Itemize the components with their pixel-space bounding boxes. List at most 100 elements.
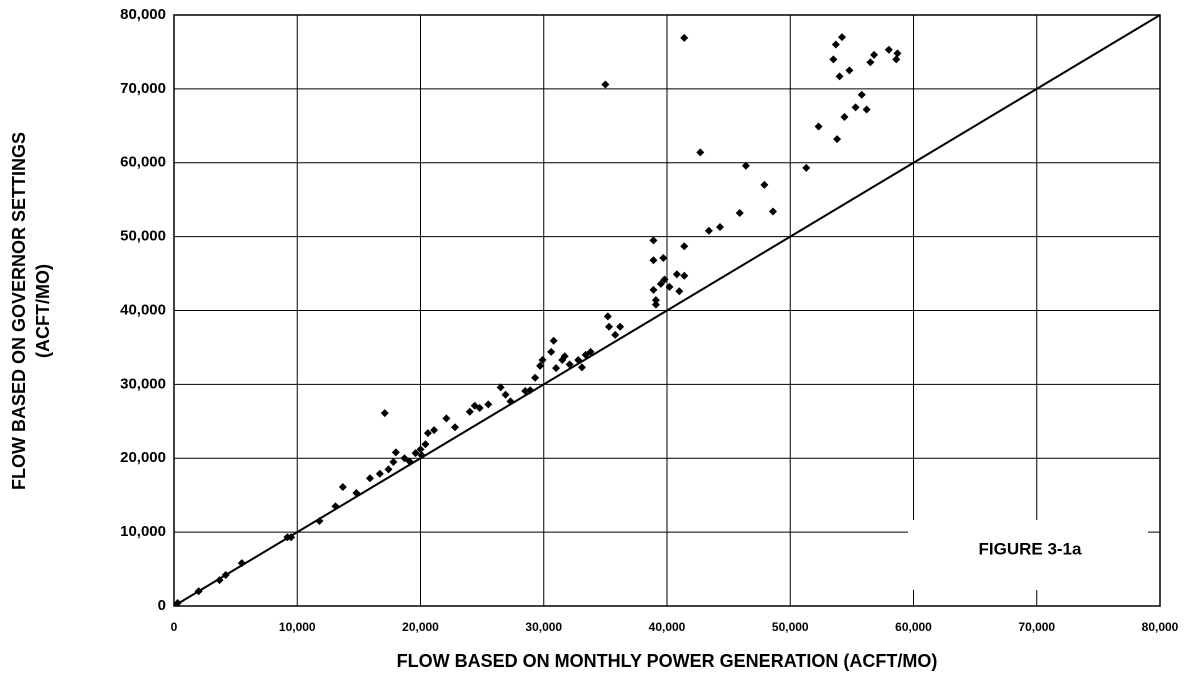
x-tick-label: 30,000: [525, 620, 562, 634]
point: [601, 80, 610, 89]
point: [375, 469, 384, 478]
point: [680, 33, 689, 42]
point: [338, 483, 347, 492]
point: [484, 400, 493, 409]
point: [649, 285, 658, 294]
point: [577, 363, 586, 372]
point: [442, 414, 451, 423]
point: [814, 122, 823, 131]
point: [665, 282, 674, 291]
point: [651, 300, 660, 309]
point: [352, 488, 361, 497]
point: [857, 90, 866, 99]
point: [851, 103, 860, 112]
point: [538, 355, 547, 364]
y-tick-label: 60,000: [120, 154, 166, 171]
point: [833, 135, 842, 144]
point: [423, 429, 432, 438]
point: [651, 296, 660, 305]
point: [603, 312, 612, 321]
point: [365, 474, 374, 483]
point: [331, 502, 340, 511]
point: [672, 270, 681, 279]
point: [384, 465, 393, 474]
point: [845, 66, 854, 75]
reference-line: [173, 14, 1161, 607]
point: [892, 55, 901, 64]
point: [565, 360, 574, 369]
point: [501, 390, 510, 399]
point: [465, 407, 474, 416]
point: [768, 207, 777, 216]
x-tick-label: 50,000: [772, 620, 809, 634]
y-tick-label: 10,000: [120, 523, 166, 540]
y-tick-label: 70,000: [120, 80, 166, 97]
y-tick-label: 0: [158, 597, 166, 614]
x-tick-label: 20,000: [402, 620, 439, 634]
point: [866, 58, 875, 67]
y-tick-label: 20,000: [120, 449, 166, 466]
x-tick-label: 70,000: [1018, 620, 1055, 634]
point: [870, 50, 879, 59]
point: [680, 242, 689, 251]
point: [536, 361, 545, 370]
point: [862, 105, 871, 114]
annotation-box: [908, 520, 1148, 590]
point: [893, 49, 902, 58]
point: [802, 163, 811, 172]
point: [611, 330, 620, 339]
point: [835, 72, 844, 81]
point: [416, 445, 425, 454]
point: [430, 426, 439, 435]
y-tick-label: 30,000: [120, 375, 166, 392]
plot-border: [173, 14, 1161, 607]
point: [704, 226, 713, 235]
point: [315, 517, 324, 526]
point: [884, 45, 893, 54]
point: [451, 423, 460, 432]
point: [215, 576, 224, 585]
y-axis-title: (ACFT/MO): [33, 264, 53, 358]
point: [475, 404, 484, 413]
x-tick-label: 80,000: [1142, 620, 1179, 634]
point: [829, 55, 838, 64]
point: [221, 570, 230, 579]
point: [552, 364, 561, 373]
point: [549, 336, 558, 345]
point: [675, 287, 684, 296]
point: [656, 279, 665, 288]
point: [586, 347, 595, 356]
y-tick-label: 40,000: [120, 301, 166, 318]
point: [680, 271, 689, 280]
point: [831, 40, 840, 49]
point: [741, 161, 750, 170]
point: [389, 457, 398, 466]
point: [659, 254, 668, 263]
y-tick-label: 80,000: [120, 6, 166, 23]
x-axis-title: FLOW BASED ON MONTHLY POWER GENERATION (…: [397, 651, 938, 671]
point: [380, 409, 389, 418]
point: [735, 208, 744, 217]
point: [194, 587, 203, 596]
point: [173, 599, 182, 608]
y-tick-label: 50,000: [120, 228, 166, 245]
point: [506, 397, 515, 406]
x-tick-label: 40,000: [649, 620, 686, 634]
point: [521, 387, 530, 396]
point: [405, 457, 414, 466]
point: [649, 236, 658, 245]
point: [287, 533, 296, 542]
point: [696, 148, 705, 157]
point: [760, 180, 769, 189]
point: [411, 449, 420, 458]
point: [660, 275, 669, 284]
point: [715, 223, 724, 232]
point: [526, 386, 535, 395]
point: [421, 440, 430, 449]
point: [237, 559, 246, 568]
point: [496, 383, 505, 392]
point: [649, 256, 658, 265]
annotation: FIGURE 3-1a: [979, 539, 1083, 558]
point: [531, 373, 540, 382]
